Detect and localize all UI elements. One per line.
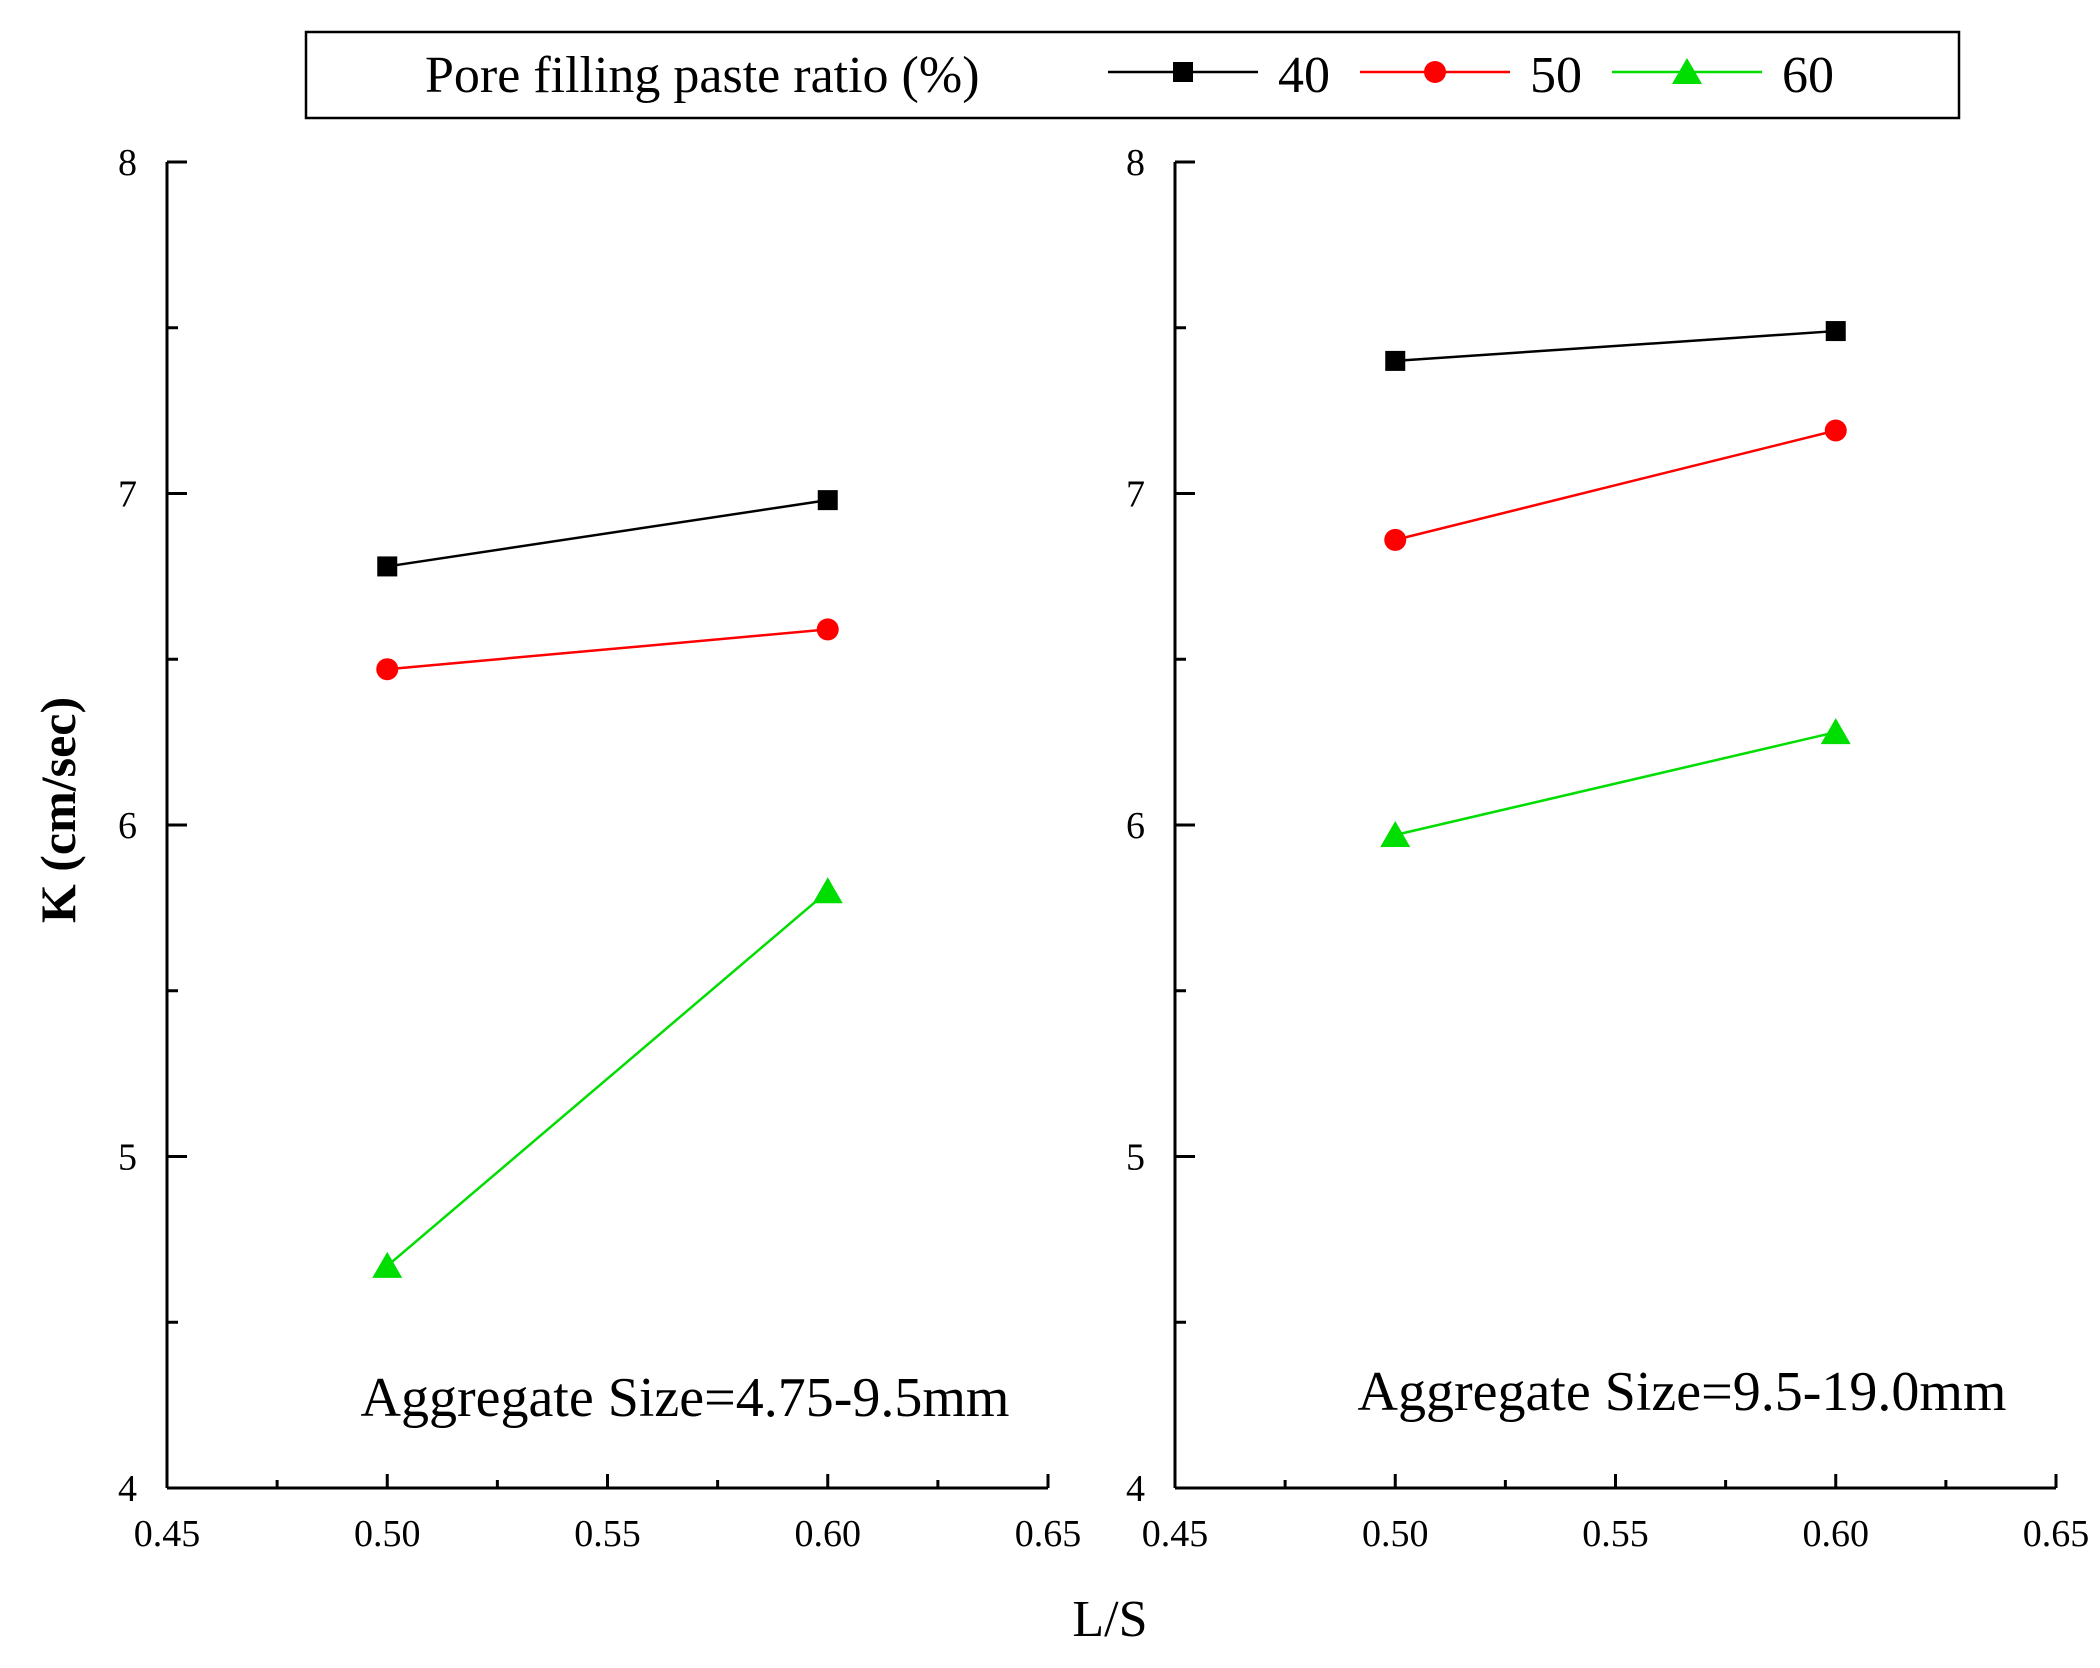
panel-annotation: Aggregate Size=4.75-9.5mm [361,1367,1010,1429]
legend-label-60: 60 [1782,47,1834,104]
x-tick-label: 0.65 [2023,1513,2090,1555]
legend-entries: 40 50 60 [1108,47,1834,104]
panel-left: 0.45 0.50 0.55 0.60 0.65 4 5 6 7 8 Aggregate Size=… [118,142,1081,1555]
data-point-40 [817,490,838,511]
y-axis-title: K (cm/sec) [30,697,86,923]
series-line-50 [1394,429,1837,542]
series-40 [377,490,838,577]
panel-annotation: Aggregate Size=9.5-19.0mm [1358,1361,2007,1423]
series-line-50 [387,628,828,671]
legend-marker-60 [1672,58,1702,84]
panel-right: 0.45 0.50 0.55 0.60 0.65 4 5 6 7 8 Aggregate Size=… [1126,142,2089,1555]
x-axis-title: L/S [1072,1591,1147,1648]
series-60 [372,877,843,1278]
y-tick-label: 4 [118,1468,137,1510]
legend-title: Pore filling paste ratio (%) [425,47,980,104]
data-point-60 [1820,718,1851,745]
legend: Pore filling paste ratio (%) 40 50 60 [304,30,1961,120]
series-line-60 [386,890,829,1267]
x-tick-label: 0.60 [1803,1513,1870,1555]
data-point-50 [376,658,399,681]
legend-entry-50: 50 [1360,47,1582,104]
data-point-50 [1384,528,1407,551]
data-point-40 [1385,350,1406,371]
series-50 [376,618,839,681]
data-point-60 [1380,820,1411,847]
data-point-40 [1825,321,1846,342]
legend-label-40: 40 [1278,47,1330,104]
y-tick-label: 4 [1126,1468,1145,1510]
x-tick-label: 0.45 [1142,1513,1209,1555]
y-tick-label: 8 [1126,142,1145,184]
data-point-50 [1824,419,1847,442]
series-60 [1380,718,1851,847]
series-line-40 [1395,329,1836,363]
x-tick-label: 0.60 [795,1513,862,1555]
legend-entry-60: 60 [1612,47,1834,104]
data-point-60 [372,1251,403,1278]
y-tick-label: 6 [1126,805,1145,847]
x-tick-label: 0.55 [1582,1513,1649,1555]
series-50 [1384,419,1847,551]
legend-entry-40: 40 [1108,47,1330,104]
y-tick-label: 8 [118,142,137,184]
x-tick-label: 0.65 [1015,1513,1082,1555]
data-point-40 [377,556,398,577]
series-40 [1385,321,1846,371]
series-line-40 [387,498,828,568]
data-point-60 [812,877,843,904]
y-tick-label: 6 [118,805,137,847]
legend-marker-40 [1173,62,1193,82]
x-tick-label: 0.50 [1362,1513,1429,1555]
x-tick-label: 0.50 [354,1513,421,1555]
series-line-60 [1394,730,1837,837]
y-tick-label: 7 [118,474,137,516]
legend-marker-50 [1424,61,1446,83]
data-point-50 [816,618,839,641]
legend-label-50: 50 [1530,47,1582,104]
y-tick-label: 7 [1126,474,1145,516]
x-tick-label: 0.55 [574,1513,641,1555]
x-tick-label: 0.45 [134,1513,201,1555]
y-tick-label: 5 [1126,1137,1145,1179]
y-tick-label: 5 [118,1137,137,1179]
